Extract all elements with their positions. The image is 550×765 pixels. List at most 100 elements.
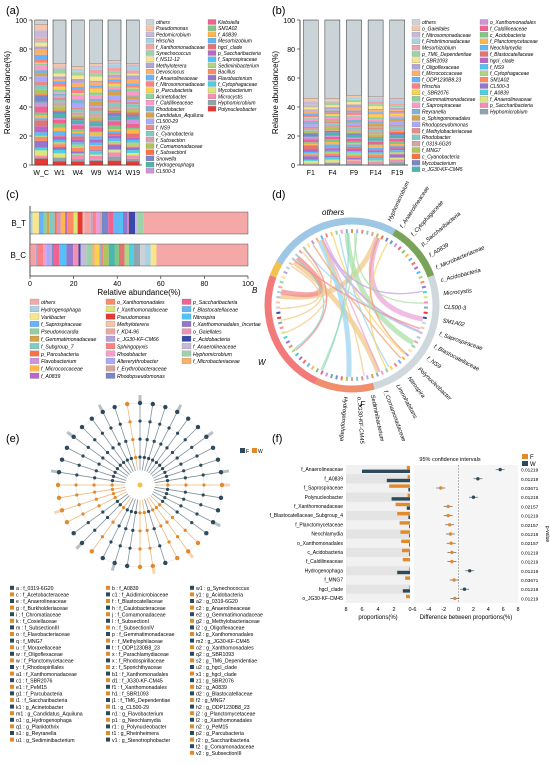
legend-swatch [479, 32, 489, 38]
bar-segment [108, 73, 121, 75]
cladogram-node [184, 483, 188, 487]
bar-segment [108, 110, 121, 113]
bar-segment [34, 76, 48, 82]
bar-segment [126, 95, 140, 97]
group-label-others: others [322, 208, 344, 217]
cladogram-node [86, 445, 90, 450]
chord-category-label: Microcystis [443, 288, 472, 297]
legend-label: j1 : f_TM6_Dependentiae [111, 698, 170, 704]
cladogram-node [111, 520, 115, 524]
bar-segment [126, 112, 140, 115]
legend-swatch [190, 618, 194, 623]
legend-label: o_Sphingomonadales [422, 116, 471, 122]
cladogram-node [71, 530, 76, 536]
bar-segment [324, 127, 340, 131]
cladogram-node [185, 416, 191, 421]
bar-segment [113, 212, 120, 234]
legend-label: g2 : g_Methylobacteriaceae [196, 619, 260, 625]
legend-label: f_Xanthomonadaceae [156, 45, 205, 51]
bar-segment [303, 116, 319, 118]
bar-segment [108, 102, 121, 107]
cladogram-node [124, 563, 130, 569]
chord [354, 233, 424, 304]
bar-segment [346, 115, 362, 117]
bar-segment [126, 137, 140, 140]
bar-segment [126, 107, 140, 111]
legend-label: h2 : g_ODP1230B8_23 [196, 705, 250, 711]
bar-segment [389, 110, 405, 113]
bar-F [401, 539, 410, 543]
bar-segment [324, 130, 340, 131]
x-tick-label: F4 [328, 170, 336, 177]
bar-segment [137, 212, 144, 234]
legend-label: f_Gemmatimonadaceae [422, 97, 476, 103]
bar-segment [108, 152, 121, 157]
bar-segment [303, 156, 319, 160]
bar-segment [108, 89, 121, 92]
bar-segment [101, 212, 109, 234]
bar-segment [32, 212, 39, 234]
bar-segment [108, 129, 121, 132]
cladogram-node [79, 424, 85, 430]
cladogram-branch [66, 491, 128, 523]
cladogram-branch [150, 495, 199, 544]
x-tick-label-right: 0 [457, 607, 460, 613]
bar-segment [303, 118, 319, 122]
cladogram-branch [154, 471, 222, 484]
cladogram-node [125, 458, 129, 462]
bar-segment [34, 158, 48, 165]
legend-label: Klebsiella [218, 20, 240, 26]
bar-segment [368, 117, 384, 120]
cladogram-highlight [212, 520, 221, 528]
bar-F [402, 558, 410, 562]
bar-segment [59, 244, 62, 266]
legend-swatch [10, 691, 14, 696]
y-tick-label: 20 [19, 134, 27, 141]
bar-segment [324, 98, 340, 101]
arc-tick [418, 331, 423, 335]
arc-tick [283, 270, 288, 275]
cladogram-node [215, 508, 221, 513]
bar-segment [389, 115, 405, 117]
arc-W [264, 275, 319, 385]
legend-swatch [411, 153, 421, 159]
arc-tick [335, 230, 339, 235]
bar-segment [126, 147, 140, 151]
cladogram-node [113, 496, 117, 500]
bar-segment [114, 244, 119, 266]
legend-swatch [29, 298, 40, 305]
cladogram-branch [148, 418, 189, 474]
bar-segment [127, 212, 129, 234]
legend-swatch [145, 31, 155, 37]
legend-label: k : f_Coxiellaceae [16, 619, 57, 625]
bar-segment [126, 74, 140, 76]
legend-label: o : f_Flavobacteriaceae [16, 632, 70, 638]
cladogram-node [165, 520, 169, 524]
bar-segment [389, 154, 405, 158]
bar-segment [324, 147, 340, 149]
legend-label: p_TM6_Dependentiae [421, 52, 472, 58]
x-tick-label: W14 [107, 170, 122, 177]
cladogram-node [77, 503, 81, 507]
bar-segment [303, 107, 319, 110]
p-value-label: 0.02157 [521, 504, 539, 510]
legend-swatch [190, 678, 194, 683]
legend-swatch [411, 25, 421, 31]
cladogram-node [175, 456, 179, 460]
cladogram-branch [61, 489, 127, 511]
arc-tick [281, 331, 286, 335]
bar-segment [108, 100, 121, 103]
legend-label: m1 : g_Candidatus_Aquiluna [16, 711, 83, 717]
row-band [346, 584, 410, 594]
bar-segment [84, 212, 91, 234]
legend-label: Rhodobacter [156, 107, 185, 113]
bar-segment [34, 63, 48, 66]
legend-label: Polynucleobacter [218, 107, 257, 113]
x-tick-label: F9 [350, 170, 358, 177]
bar-segment [389, 107, 405, 110]
cladogram-node [93, 490, 97, 494]
bar-segment [34, 95, 48, 102]
legend-swatch [106, 625, 110, 630]
bar-segment [98, 212, 100, 234]
legend-label: o_Xanthomonadales [117, 300, 165, 306]
